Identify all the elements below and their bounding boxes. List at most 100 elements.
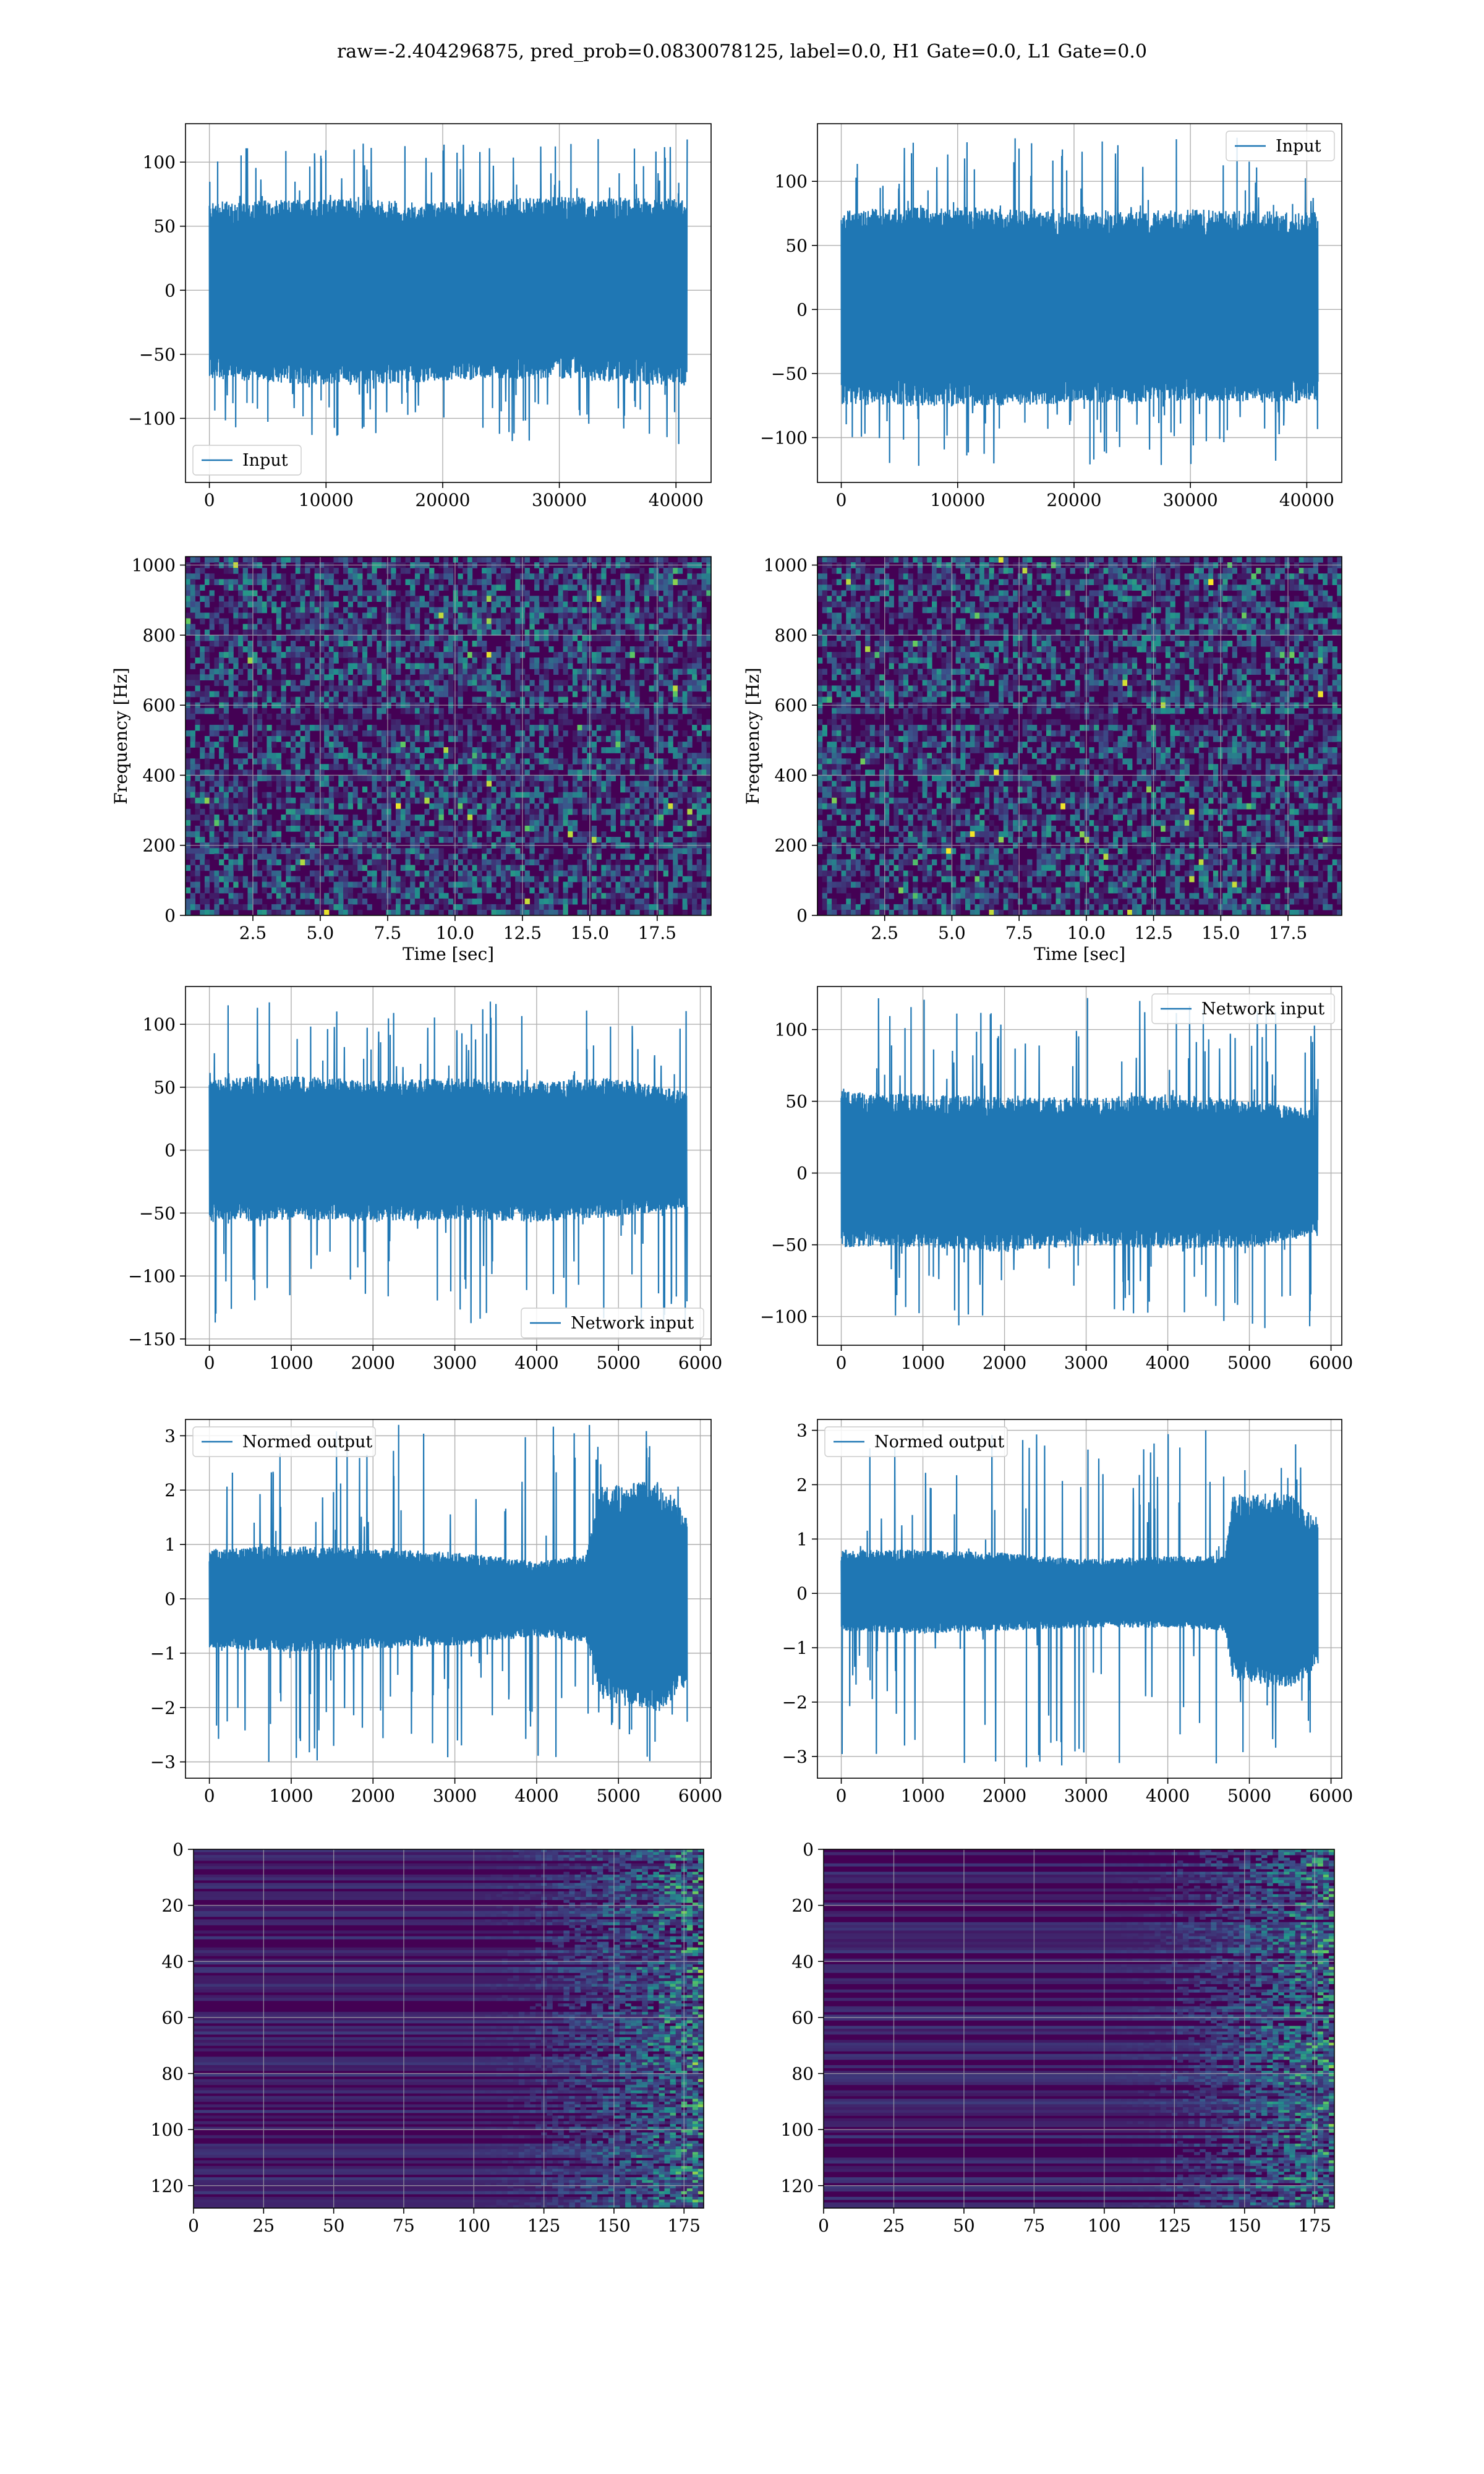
heatmap-cell — [591, 826, 597, 832]
heatmap-cell — [706, 848, 711, 854]
heatmap-cell — [701, 742, 707, 748]
heatmap-cell — [319, 573, 325, 580]
heatmap-cell — [247, 887, 253, 894]
heatmap-cell — [467, 557, 473, 563]
heatmap-cell — [629, 909, 635, 915]
heatmap-cell — [190, 596, 195, 602]
heatmap-cell — [391, 870, 396, 877]
heatmap-cell — [281, 781, 286, 787]
heatmap-cell — [424, 635, 430, 641]
heatmap-cell — [524, 831, 530, 837]
heatmap-cell — [486, 557, 492, 563]
heatmap-cell — [477, 635, 482, 641]
heatmap-cell — [186, 680, 191, 687]
heatmap-cell — [524, 814, 530, 821]
heatmap-cell — [204, 612, 210, 619]
heatmap-cell — [381, 904, 387, 910]
heatmap-cell — [300, 753, 305, 759]
heatmap-cell — [267, 781, 272, 787]
heatmap-cell — [822, 892, 827, 899]
heatmap-cell — [295, 848, 301, 854]
heatmap-cell — [396, 742, 401, 748]
heatmap-cell — [214, 579, 220, 585]
heatmap-cell — [486, 837, 492, 843]
heatmap-cell — [276, 904, 282, 910]
heatmap-cell — [687, 646, 693, 653]
heatmap-cell — [644, 640, 650, 647]
heatmap-cell — [238, 590, 244, 597]
heatmap-cell — [242, 708, 248, 714]
heatmap-cell — [673, 870, 678, 877]
heatmap-cell — [572, 646, 578, 653]
heatmap-cell — [827, 607, 832, 614]
heatmap-cell — [482, 848, 487, 854]
heatmap-cell — [639, 781, 645, 787]
heatmap-cell — [247, 596, 253, 602]
heatmap-cell — [615, 742, 621, 748]
heatmap-cell — [577, 876, 582, 883]
heatmap-cell — [372, 769, 377, 776]
heatmap-cell — [396, 629, 401, 636]
heatmap-cell — [855, 601, 861, 608]
heatmap-cell — [692, 652, 697, 658]
heatmap-cell — [610, 674, 616, 680]
heatmap-cell — [644, 909, 650, 915]
heatmap-cell — [568, 685, 573, 692]
heatmap-cell — [214, 837, 220, 843]
heatmap-cell — [558, 652, 563, 658]
heatmap-cell — [190, 646, 195, 653]
heatmap-cell — [491, 629, 497, 636]
heatmap-cell — [687, 652, 693, 658]
heatmap-cell — [510, 646, 516, 653]
heatmap-cell — [333, 652, 339, 658]
heatmap-cell — [486, 652, 492, 658]
heatmap-cell — [438, 657, 444, 664]
heatmap-cell — [295, 584, 301, 591]
heatmap-cell — [357, 640, 363, 647]
heatmap-cell — [822, 640, 827, 647]
heatmap-cell — [673, 775, 678, 782]
heatmap-cell — [860, 786, 866, 793]
heatmap-cell — [195, 742, 200, 748]
heatmap-cell — [673, 623, 678, 630]
heatmap-cell — [553, 769, 559, 776]
heatmap-cell — [242, 691, 248, 698]
heatmap-cell — [606, 596, 612, 602]
heatmap-cell — [548, 898, 554, 905]
heatmap-cell — [372, 623, 377, 630]
heatmap-cell — [362, 786, 368, 793]
heatmap-cell — [827, 601, 832, 608]
heatmap-cell — [851, 573, 856, 580]
heatmap-cell — [281, 887, 286, 894]
heatmap-cell — [682, 786, 688, 793]
heatmap-cell — [381, 876, 387, 883]
heatmap-cell — [367, 708, 372, 714]
heatmap-cell — [433, 814, 440, 821]
heatmap-cell — [654, 708, 659, 714]
heatmap-cell — [209, 669, 215, 675]
heatmap-cell — [634, 607, 640, 614]
heatmap-cell — [448, 730, 454, 737]
heatmap-cell — [649, 753, 654, 759]
heatmap-cell — [610, 601, 616, 608]
heatmap-cell — [486, 669, 492, 675]
heatmap-cell — [687, 854, 693, 860]
heatmap-cell — [817, 775, 823, 782]
heatmap-cell — [391, 618, 396, 625]
heatmap-cell — [687, 612, 693, 619]
heatmap-cell — [692, 640, 697, 647]
heatmap-cell — [357, 590, 363, 597]
heatmap-cell — [822, 607, 827, 614]
heatmap-cell — [271, 657, 277, 664]
heatmap-cell — [687, 663, 693, 669]
heatmap-cell — [271, 887, 277, 894]
heatmap-cell — [463, 865, 468, 871]
heatmap-cell — [295, 826, 301, 832]
heatmap-cell — [654, 904, 659, 910]
heatmap-cell — [620, 657, 626, 664]
heatmap-cell — [281, 724, 286, 731]
heatmap-cell — [223, 758, 229, 764]
heatmap-cell — [291, 837, 296, 843]
heatmap-cell — [865, 584, 871, 591]
heatmap-cell — [563, 808, 568, 815]
